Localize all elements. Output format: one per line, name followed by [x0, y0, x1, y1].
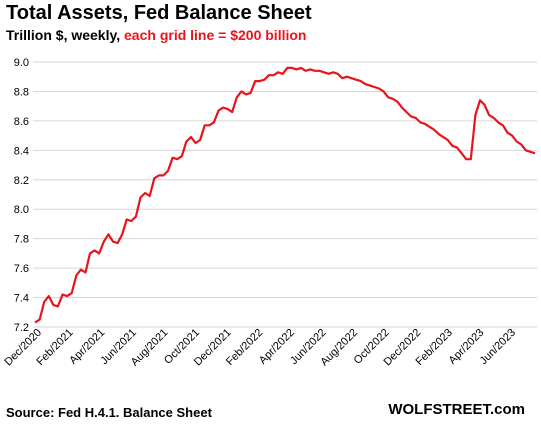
x-axis: Dec/2020Feb/2021Apr/2021Jun/2021Aug/2021… [2, 327, 518, 369]
y-tick-label: 7.8 [14, 234, 29, 246]
y-tick-label: 8.8 [14, 86, 29, 98]
y-tick-label: 8.4 [14, 145, 29, 157]
source-note: Source: Fed H.4.1. Balance Sheet [6, 405, 212, 420]
y-tick-label: 8.6 [14, 116, 29, 128]
brand-logo-text: WOLFSTREET.com [388, 401, 525, 418]
y-axis: 7.2 7.4 7.6 7.8 8.0 8.2 8.4 8.6 8.8 9.0 [14, 57, 29, 334]
y-tick-label: 9.0 [14, 57, 29, 69]
grid-lines [33, 61, 537, 328]
chart-title: Total Assets, Fed Balance Sheet [6, 2, 312, 24]
chart-subtitle: Trillion $, weekly, each grid line = $20… [6, 27, 306, 43]
y-tick-label: 8.0 [14, 204, 29, 216]
y-tick-label: 7.2 [14, 322, 29, 334]
subtitle-highlight: each grid line = $200 billion [124, 27, 307, 43]
y-tick-label: 7.4 [14, 293, 29, 305]
y-tick-label: 8.2 [14, 175, 29, 187]
y-tick-label: 7.6 [14, 263, 29, 275]
series-line [34, 66, 536, 324]
subtitle-plain: Trillion $, weekly, [6, 27, 125, 43]
